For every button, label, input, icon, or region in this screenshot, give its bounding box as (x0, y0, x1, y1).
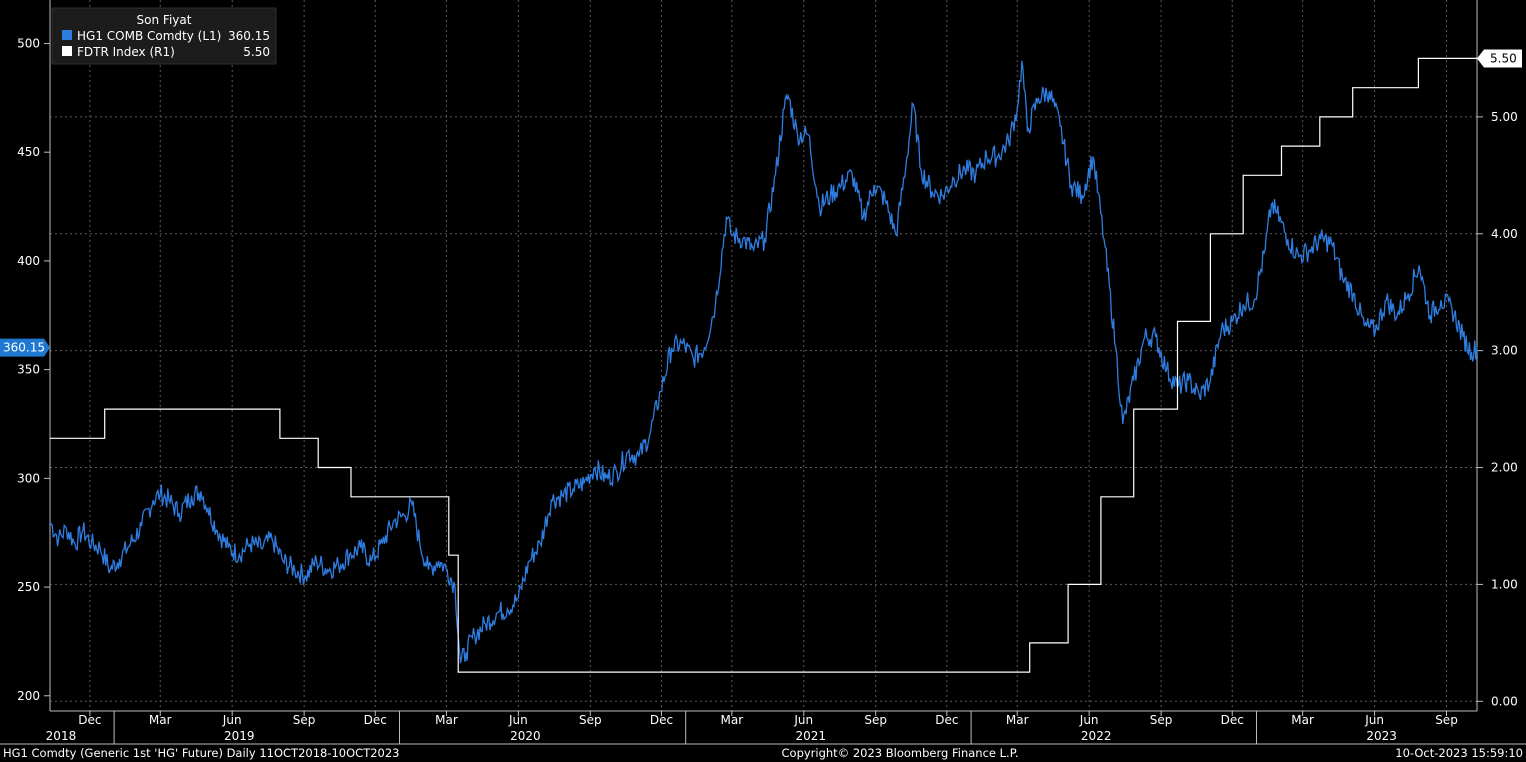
month-tick-label: Dec (364, 713, 387, 727)
axis-layer: 200 250 300 350 400 450 500 0.00 1.00 2.00 3.00 4.0… (0, 0, 1526, 745)
month-tick-label: Jun (508, 713, 528, 727)
month-tick-label: Jun (1079, 713, 1099, 727)
series-layer (49, 57, 1478, 673)
month-tick-label: Dec (650, 713, 673, 727)
left-tick-label: 400 (17, 254, 40, 268)
last-value-badge-left-shape (0, 338, 50, 357)
left-tick-label: 250 (17, 580, 40, 594)
fed-funds-step-line (50, 57, 1477, 673)
footer-description: HG1 Comdty (Generic 1st 'HG' Future) Dai… (3, 746, 400, 760)
last-value-badge-left-text: 360.15 (3, 341, 45, 355)
month-tick-label: Mar (149, 713, 172, 727)
month-tick-label: Mar (721, 713, 744, 727)
left-tick-label: 350 (17, 363, 40, 377)
last-value-badge-right: 5.50 (1477, 49, 1522, 68)
month-tick-label: Jun (222, 713, 242, 727)
month-tick-label: Dec (78, 713, 101, 727)
footer-timestamp: 10-Oct-2023 15:59:10 (1395, 746, 1523, 760)
month-tick-label: Dec (1221, 713, 1244, 727)
year-label: 2019 (224, 729, 255, 743)
right-tick-label: 2.00 (1491, 461, 1518, 475)
year-label: 2022 (1081, 729, 1112, 743)
legend-swatch-fdtr (62, 46, 72, 56)
copper-price-line (49, 60, 1478, 664)
legend: Son Fiyat HG1 COMB Comdty (L1) 360.15 FD… (51, 7, 277, 65)
month-tick-label: Mar (1006, 713, 1029, 727)
month-tick-label: Sep (1150, 713, 1173, 727)
month-tick-label: Jun (1364, 713, 1384, 727)
right-tick-label: 5.00 (1491, 110, 1518, 124)
month-tick-label: Sep (579, 713, 602, 727)
footer-copyright: Copyright© 2023 Bloomberg Finance L.P. (782, 746, 1019, 760)
legend-title: Son Fiyat (137, 13, 192, 27)
legend-label-copper: HG1 COMB Comdty (L1) (77, 29, 221, 43)
right-tick-label: 3.00 (1491, 344, 1518, 358)
legend-background (51, 7, 277, 65)
month-tick-label: Sep (1435, 713, 1458, 727)
last-value-badge-left: 360.15 (0, 338, 50, 357)
legend-value-fdtr: 5.50 (243, 45, 270, 59)
month-tick-label: Dec (935, 713, 958, 727)
left-tick-label: 450 (17, 145, 40, 159)
month-tick-label: Jun (793, 713, 813, 727)
legend-value-copper: 360.15 (228, 29, 270, 43)
last-value-badge-right-text: 5.50 (1490, 51, 1517, 65)
last-value-badge-right-shape (1477, 49, 1522, 68)
year-label: 2018 (46, 729, 77, 743)
right-tick-label: 0.00 (1491, 694, 1518, 708)
legend-swatch-copper (62, 30, 72, 40)
month-tick-label: Mar (435, 713, 458, 727)
month-tick-label: Sep (864, 713, 887, 727)
left-tick-label: 200 (17, 689, 40, 703)
month-tick-label: Mar (1291, 713, 1314, 727)
right-tick-label: 4.00 (1491, 227, 1518, 241)
legend-label-fdtr: FDTR Index (R1) (77, 45, 175, 59)
month-tick-label: Sep (293, 713, 316, 727)
left-tick-label: 300 (17, 471, 40, 485)
footer: HG1 Comdty (Generic 1st 'HG' Future) Dai… (3, 746, 1523, 760)
year-label: 2021 (796, 729, 827, 743)
left-tick-label: 500 (17, 36, 40, 50)
year-label: 2020 (510, 729, 541, 743)
year-label: 2023 (1366, 729, 1397, 743)
right-tick-label: 1.00 (1491, 577, 1518, 591)
